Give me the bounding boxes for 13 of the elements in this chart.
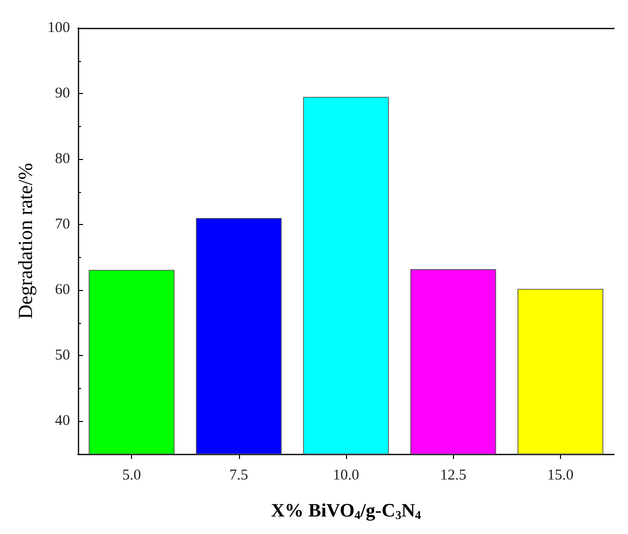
y-tick-label: 40 (55, 413, 70, 430)
x-tick-label: 5.0 (122, 468, 141, 484)
y-axis-title: Degradation rate/% (15, 162, 37, 320)
x-tick-label: 12.5 (440, 468, 466, 484)
x-tick-label: 15.0 (547, 468, 574, 484)
y-tick-label: 100 (48, 20, 70, 36)
y-tick-label: 50 (55, 348, 70, 364)
x-tick-label: 7.5 (229, 468, 248, 484)
y-tick-label: 70 (55, 216, 70, 233)
y-tick-label: 60 (55, 282, 70, 298)
y-tick-label: 90 (55, 86, 70, 102)
x-tick-label: 10.0 (332, 468, 360, 484)
y-tick-label: 80 (55, 151, 70, 168)
